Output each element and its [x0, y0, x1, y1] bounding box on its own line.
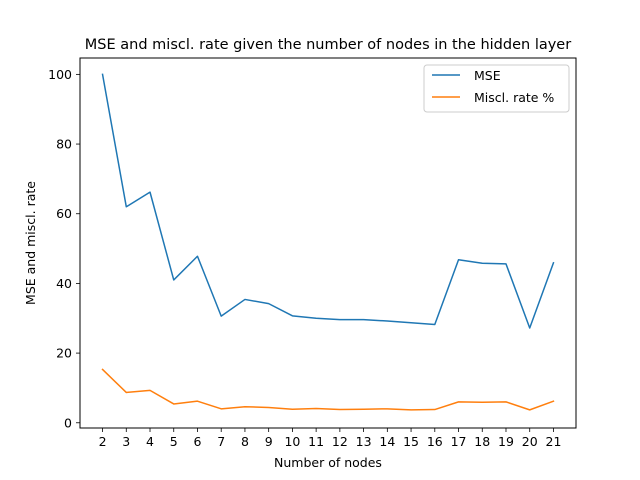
- legend-box: [423, 64, 570, 113]
- x-tick-label: 4: [146, 434, 154, 449]
- x-tick-label: 7: [217, 434, 225, 449]
- x-tick-label: 20: [522, 434, 538, 449]
- x-tick-label: 16: [427, 434, 443, 449]
- x-tick-label: 21: [546, 434, 562, 449]
- legend-label-miscl-rate: Miscl. rate %: [474, 90, 554, 105]
- y-tick-label: 20: [56, 346, 72, 361]
- x-tick-label: 5: [170, 434, 178, 449]
- x-tick-label: 10: [284, 434, 300, 449]
- y-tick-label: 60: [56, 206, 72, 221]
- y-axis-label: MSE and miscl. rate: [23, 181, 38, 305]
- axes-frame: [79, 57, 577, 429]
- x-axis-label: Number of nodes: [274, 455, 382, 470]
- x-tick-label: 17: [451, 434, 467, 449]
- x-tick-label: 13: [356, 434, 372, 449]
- y-tick-label: 0: [64, 415, 72, 430]
- x-tick-label: 2: [99, 434, 107, 449]
- x-tick-label: 6: [193, 434, 201, 449]
- legend-label-mse: MSE: [474, 68, 501, 83]
- x-tick-label: 9: [265, 434, 273, 449]
- plot-area: 2 3 4 5 6 7 8 9 10 11 12 13 14 15 16 17 18 19 20 21 0 20 40 60 8…: [48, 67, 561, 449]
- series-line-mse: [101, 73, 555, 329]
- x-tick-label: 19: [498, 434, 514, 449]
- chart-title: MSE and miscl. rate given the number of …: [85, 37, 571, 53]
- legend: MSE Miscl. rate %: [423, 64, 570, 113]
- x-tick-label: 3: [122, 434, 130, 449]
- x-tick-label: 15: [403, 434, 419, 449]
- x-tick-label: 8: [241, 434, 249, 449]
- x-tick-label: 11: [308, 434, 324, 449]
- x-tick-label: 18: [474, 434, 490, 449]
- x-tick-label: 14: [379, 434, 395, 449]
- y-tick-label: 80: [56, 137, 72, 152]
- x-tick-label: 12: [332, 434, 348, 449]
- y-tick-label: 40: [56, 276, 72, 291]
- y-tick-label: 100: [48, 67, 72, 82]
- series-line-miscl-rate: [101, 368, 555, 411]
